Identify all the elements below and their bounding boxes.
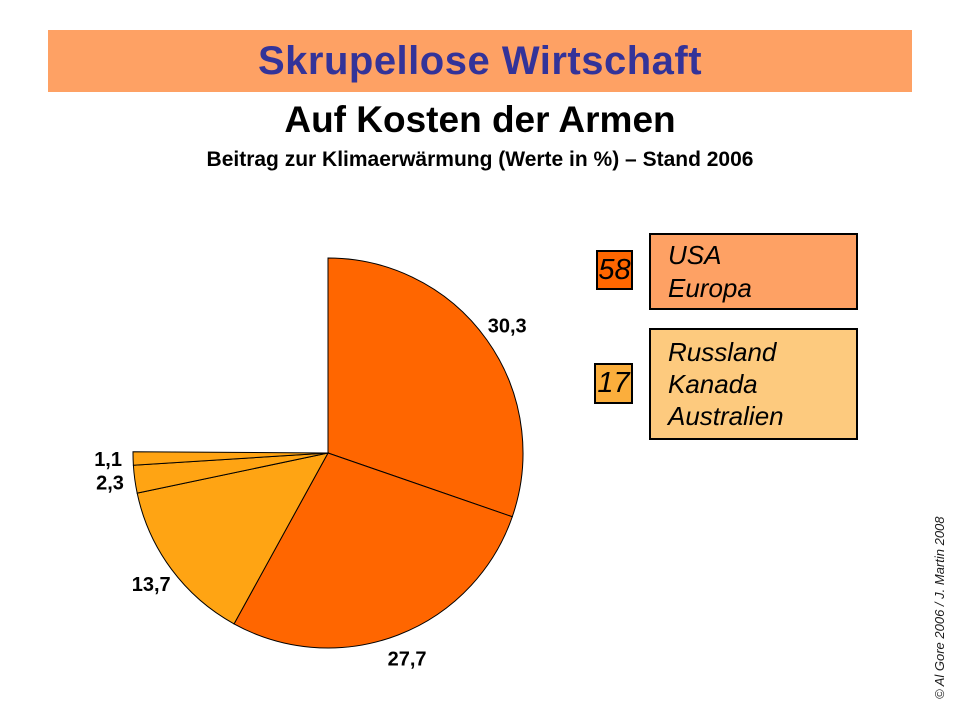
credit-text: © Al Gore 2006 / J. Martin 2008 [932, 516, 947, 699]
chart-caption: Beitrag zur Klimaerwärmung (Werte in %) … [206, 148, 754, 171]
pie-slice-label-2: 13,7 [132, 574, 171, 596]
legend-chip-58: 58 [596, 250, 633, 290]
pie-slice-4 [132, 451, 329, 466]
pie-slice-2 [136, 452, 329, 625]
legend-line: Russland [668, 337, 777, 367]
title-banner: Skrupellose Wirtschaft [48, 30, 912, 92]
pie-slice-label-0: 30,3 [488, 315, 527, 337]
pie-slice-label-3: 2,3 [96, 473, 124, 495]
legend-chip-17: 17 [594, 363, 633, 404]
legend-box-usa-europa: USA Europa [649, 233, 858, 310]
legend-line: Kanada [668, 369, 758, 399]
legend-line: Europa [668, 272, 752, 303]
legend-line: Australien [668, 401, 784, 431]
legend-box-russland-kanada-australien: Russland Kanada Australien [649, 328, 858, 440]
pie-slice-label-1: 27,7 [388, 648, 427, 670]
pie-slice-1 [233, 452, 513, 649]
page-title: Skrupellose Wirtschaft [257, 38, 703, 83]
pie-slice-0 [327, 257, 524, 518]
legend-line: USA [668, 239, 722, 270]
subtitle: Auf Kosten der Armen [284, 99, 676, 140]
pie-slice-label-4: 1,1 [94, 449, 122, 471]
